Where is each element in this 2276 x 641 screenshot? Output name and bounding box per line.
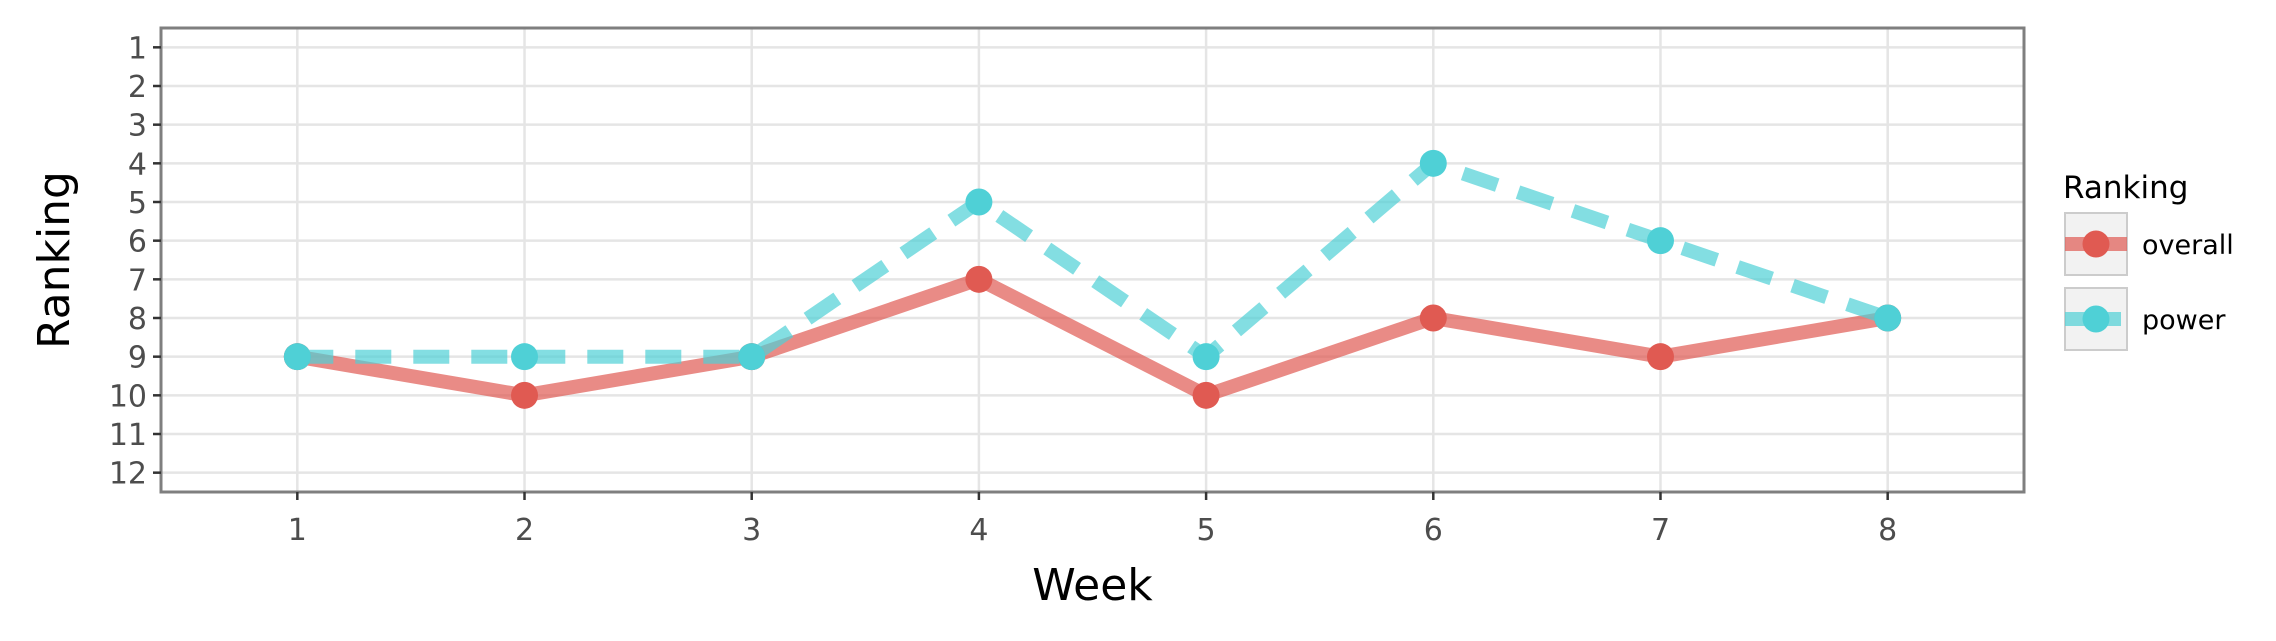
y-tick-label: 9: [128, 341, 147, 376]
data-point-power: [511, 343, 539, 371]
y-tick-label: 2: [128, 70, 147, 105]
x-tick-label: 7: [1651, 513, 1670, 548]
y-tick-label: 7: [128, 263, 147, 298]
x-tick-label: 4: [969, 513, 988, 548]
series-power: [283, 149, 1902, 371]
legend-label: power: [2142, 305, 2226, 336]
y-tick-label: 12: [109, 457, 147, 492]
y-tick-label: 10: [109, 379, 147, 414]
y-tick-label: 8: [128, 302, 147, 337]
y-axis-title: Ranking: [29, 171, 80, 349]
x-tick-label: 1: [288, 513, 307, 548]
legend-label: overall: [2142, 230, 2234, 261]
y-tick-label: 6: [128, 225, 147, 260]
x-tick-label: 6: [1424, 513, 1443, 548]
y-tick-label: 4: [128, 147, 147, 182]
series-line-power: [297, 156, 1890, 364]
data-point-power: [1646, 227, 1674, 255]
legend: Ranking overall power: [2063, 170, 2234, 351]
legend-item-overall: overall: [2064, 212, 2234, 276]
series-layer: [283, 149, 1902, 409]
legend-key-point: [2082, 305, 2110, 333]
data-point-power: [1192, 343, 1220, 371]
data-point-overall: [1192, 381, 1220, 409]
plot-panel-border: [159, 26, 2026, 494]
data-point-power: [1874, 304, 1902, 332]
data-point-power: [965, 188, 993, 216]
x-tick-label: 2: [515, 513, 534, 548]
x-tick-label: 3: [742, 513, 761, 548]
data-point-overall: [511, 381, 539, 409]
data-point-overall: [1419, 304, 1447, 332]
y-tick-label: 3: [128, 109, 147, 144]
series-line-overall: [296, 272, 1889, 403]
data-point-power: [738, 343, 766, 371]
x-tick-label: 8: [1878, 513, 1897, 548]
x-tick-label: 5: [1197, 513, 1216, 548]
legend-key-point: [2082, 230, 2110, 258]
data-point-overall: [1646, 343, 1674, 371]
y-tick-label: 5: [128, 186, 147, 221]
legend-item-power: power: [2064, 287, 2226, 351]
legend-title: Ranking: [2063, 170, 2188, 206]
gridlines: [161, 28, 2024, 492]
y-tick-label: 1: [128, 31, 147, 66]
data-point-power: [1419, 149, 1447, 177]
x-axis-title: Week: [1032, 560, 1153, 611]
y-tick-label: 11: [109, 418, 147, 453]
data-point-power: [283, 343, 311, 371]
data-point-overall: [965, 265, 993, 293]
